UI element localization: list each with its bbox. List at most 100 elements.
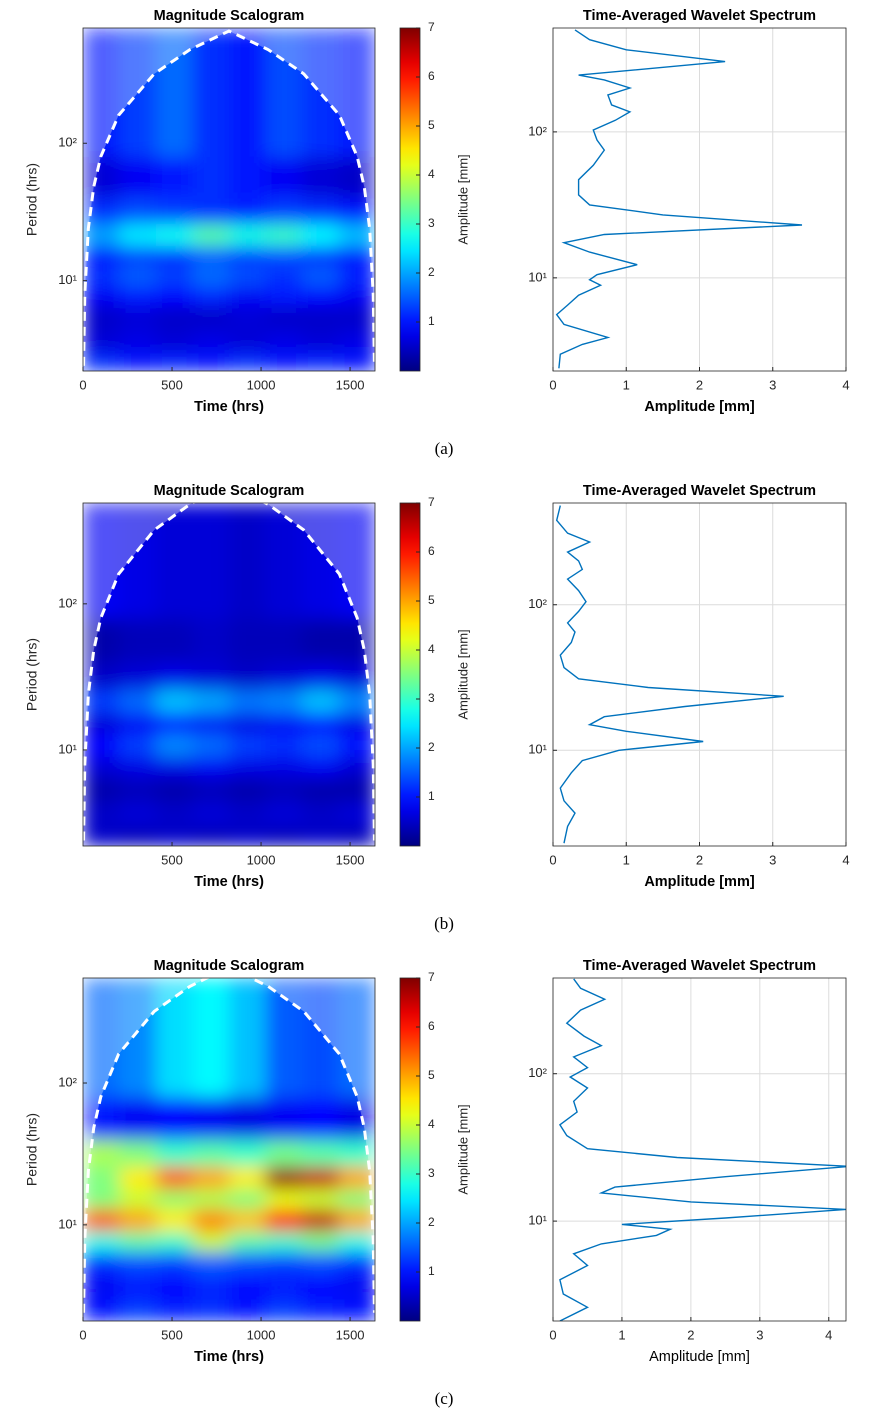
- chart-title: Magnitude Scalogram: [154, 483, 305, 499]
- heatmap-cell: [119, 756, 157, 778]
- heatmap-cell: [192, 826, 230, 846]
- colorbar: [399, 27, 421, 372]
- heatmap-cell: [302, 756, 339, 778]
- heatmap-cell: [192, 264, 230, 288]
- heatmap-cell: [119, 223, 157, 247]
- heatmap-cell: [83, 800, 120, 827]
- x-tick-label: 0: [79, 377, 86, 392]
- heatmap-cell: [338, 156, 375, 199]
- heatmap-cell: [156, 826, 193, 846]
- colorbar: [399, 502, 421, 847]
- heatmap-cell: [119, 156, 157, 199]
- chart-title: Magnitude Scalogram: [154, 958, 305, 974]
- heatmap-cell: [83, 1096, 120, 1140]
- heatmap-cell: [119, 800, 157, 827]
- heatmap-cell: [229, 1188, 266, 1210]
- heatmap-cell: [302, 328, 339, 353]
- heatmap-cell: [338, 264, 375, 288]
- heatmap-cell: [119, 1139, 157, 1167]
- heatmap-cell: [229, 264, 266, 288]
- y-tick-label: 10¹: [528, 742, 547, 757]
- heatmap-cell: [119, 286, 157, 307]
- heatmap-cell: [192, 286, 230, 307]
- heatmap-cell: [338, 352, 375, 371]
- heatmap-cell: [192, 1188, 230, 1210]
- heatmap-cells: [83, 28, 375, 371]
- colorbar-tick-label: 3: [428, 216, 435, 230]
- heatmap-cell: [229, 1208, 266, 1232]
- heatmap-cell: [229, 245, 266, 266]
- heatmap-cell: [192, 223, 230, 247]
- heatmap-cell: [265, 223, 303, 247]
- heatmap-cell: [83, 712, 120, 734]
- heatmap-cell: [338, 306, 375, 329]
- caption: (b): [434, 914, 454, 933]
- heatmap-cell: [156, 1299, 193, 1321]
- heatmap-cell: [156, 286, 193, 307]
- heatmap-cell: [302, 617, 339, 663]
- colorbar: [399, 977, 421, 1322]
- x-tick-label: 4: [842, 852, 849, 867]
- y-axis-label: Period (hrs): [24, 638, 40, 711]
- heatmap-cell: [302, 503, 339, 619]
- x-axis-label: Amplitude [mm]: [644, 399, 755, 415]
- heatmap-cell: [156, 1274, 193, 1300]
- heatmap-cell: [156, 1231, 193, 1252]
- y-tick-label: 10²: [528, 123, 547, 138]
- x-tick-label: 1500: [336, 1327, 365, 1342]
- heatmap-cell: [119, 777, 157, 802]
- heatmap-cell: [192, 306, 230, 329]
- heatmap-cell: [265, 1251, 303, 1275]
- heatmap-cell: [302, 800, 339, 827]
- heatmap-cell: [265, 617, 303, 663]
- heatmap-cell: [192, 328, 230, 353]
- heatmap-cell: [119, 712, 157, 734]
- heatmap-cell: [302, 1188, 339, 1210]
- heatmap-cell: [229, 503, 266, 619]
- heatmap-cell: [119, 352, 157, 371]
- heatmap-cell: [302, 264, 339, 288]
- heatmap-cell: [302, 1165, 339, 1190]
- heatmap-cell: [302, 826, 339, 846]
- heatmap-area: [83, 978, 375, 1321]
- colorbar-tick-label: 6: [428, 1019, 435, 1033]
- heatmap-cell: [156, 503, 193, 619]
- coi-shade: [83, 978, 375, 1313]
- x-tick-label: 4: [842, 377, 849, 392]
- heatmap-cell: [265, 689, 303, 714]
- heatmap-cell: [265, 1165, 303, 1190]
- x-tick-label: 3: [769, 377, 776, 392]
- heatmap-cell: [119, 245, 157, 266]
- heatmap-cell: [265, 1139, 303, 1167]
- heatmap-cell: [302, 156, 339, 199]
- heatmap-cell: [302, 661, 339, 690]
- heatmap-cell: [83, 733, 120, 758]
- heatmap-cell: [119, 328, 157, 353]
- heatmap-cell: [156, 733, 193, 758]
- x-tick-label: 2: [696, 852, 703, 867]
- heatmap-cell: [83, 1208, 120, 1232]
- heatmap-cell: [265, 712, 303, 734]
- heatmap-cell: [338, 1165, 375, 1190]
- chart-title: Time-Averaged Wavelet Spectrum: [583, 8, 816, 24]
- x-tick-label: 1: [623, 852, 630, 867]
- x-tick-label: 2: [687, 1327, 694, 1342]
- x-tick-label: 0: [549, 1327, 556, 1342]
- y-tick-label: 10²: [58, 1074, 77, 1089]
- heatmap-cell: [156, 28, 193, 158]
- heatmap-cell: [83, 503, 120, 619]
- x-tick-label: 1000: [247, 1327, 276, 1342]
- y-tick-label: 10¹: [528, 269, 547, 284]
- heatmap-cell: [302, 1274, 339, 1300]
- heatmap-area: [83, 28, 375, 371]
- colorbar-tick-label: 6: [428, 544, 435, 558]
- colorbar-tick-label: 4: [428, 167, 435, 181]
- heatmap-cell: [192, 1208, 230, 1232]
- colorbar-tick-label: 2: [428, 1215, 435, 1229]
- heatmap-cell: [156, 352, 193, 371]
- heatmap-cell: [229, 617, 266, 663]
- heatmap-cell: [83, 245, 120, 266]
- heatmap-cell: [338, 756, 375, 778]
- heatmap-cell: [156, 617, 193, 663]
- heatmap-cell: [265, 156, 303, 199]
